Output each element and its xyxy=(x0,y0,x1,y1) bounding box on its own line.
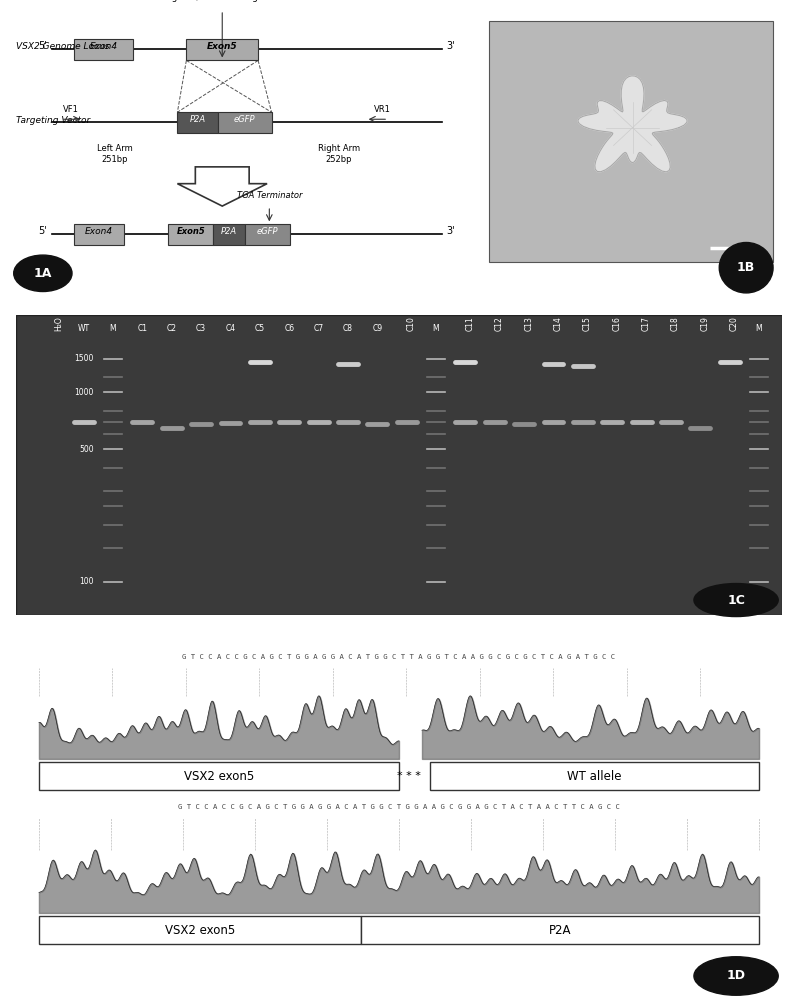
Text: C20: C20 xyxy=(729,316,739,331)
Text: Left Arm
251bp: Left Arm 251bp xyxy=(97,144,132,164)
FancyBboxPatch shape xyxy=(74,224,124,245)
Text: WT allele: WT allele xyxy=(567,770,622,783)
Text: VSX2 exon5: VSX2 exon5 xyxy=(184,770,254,783)
Text: P2A: P2A xyxy=(189,115,206,124)
Text: * * *: * * * xyxy=(397,771,421,781)
Text: C12: C12 xyxy=(495,317,504,331)
Text: C18: C18 xyxy=(671,317,680,331)
FancyBboxPatch shape xyxy=(213,224,245,245)
Text: C10: C10 xyxy=(407,316,416,331)
Text: C11: C11 xyxy=(465,317,474,331)
Text: 100: 100 xyxy=(79,577,94,586)
Text: 3': 3' xyxy=(447,41,455,51)
Text: Exon5: Exon5 xyxy=(176,227,205,236)
Polygon shape xyxy=(578,76,687,172)
Text: eGFP: eGFP xyxy=(234,115,255,124)
Text: P2A: P2A xyxy=(549,924,571,937)
Circle shape xyxy=(14,255,72,292)
Text: P2A: P2A xyxy=(221,227,237,236)
Text: C2: C2 xyxy=(167,324,176,333)
Text: WT: WT xyxy=(77,324,89,333)
Text: C14: C14 xyxy=(554,316,563,331)
Circle shape xyxy=(719,242,773,293)
Text: C19: C19 xyxy=(701,316,709,331)
Text: C7: C7 xyxy=(314,324,324,333)
Text: 1A: 1A xyxy=(34,267,52,280)
Text: VF1: VF1 xyxy=(63,105,79,114)
FancyBboxPatch shape xyxy=(187,39,258,60)
Text: 1500: 1500 xyxy=(74,354,94,363)
Text: 1D: 1D xyxy=(726,969,745,982)
Text: C15: C15 xyxy=(583,316,592,331)
Text: C9: C9 xyxy=(372,324,382,333)
Text: C8: C8 xyxy=(343,324,353,333)
Text: eGFP: eGFP xyxy=(256,227,278,236)
Text: M: M xyxy=(433,324,440,333)
FancyBboxPatch shape xyxy=(361,916,759,944)
Text: sgRNA/Cas9 Cutting Site: sgRNA/Cas9 Cutting Site xyxy=(167,0,278,2)
Text: C13: C13 xyxy=(524,316,533,331)
Text: 5': 5' xyxy=(38,41,47,51)
Text: Right Arm
252bp: Right Arm 252bp xyxy=(318,144,360,164)
Text: C5: C5 xyxy=(255,324,265,333)
Text: TGA Terminator: TGA Terminator xyxy=(236,191,302,200)
Text: VSX2 exon5: VSX2 exon5 xyxy=(164,924,235,937)
Text: C4: C4 xyxy=(225,324,235,333)
Text: C1: C1 xyxy=(137,324,148,333)
FancyBboxPatch shape xyxy=(218,112,271,133)
Text: C6: C6 xyxy=(284,324,294,333)
Text: 1000: 1000 xyxy=(74,388,94,397)
FancyBboxPatch shape xyxy=(489,21,773,262)
Text: 3': 3' xyxy=(447,226,455,236)
Circle shape xyxy=(694,957,778,995)
Text: 1C: 1C xyxy=(727,594,745,607)
Text: M: M xyxy=(756,324,762,333)
FancyBboxPatch shape xyxy=(74,39,132,60)
Text: 5': 5' xyxy=(38,226,47,236)
Text: VSX2 Genome Locus: VSX2 Genome Locus xyxy=(16,42,109,51)
Text: C17: C17 xyxy=(642,316,650,331)
Text: C3: C3 xyxy=(196,324,206,333)
FancyBboxPatch shape xyxy=(16,315,782,615)
Text: 500: 500 xyxy=(79,445,94,454)
Text: H₂O: H₂O xyxy=(54,317,63,331)
Text: C16: C16 xyxy=(612,316,621,331)
Polygon shape xyxy=(177,167,267,206)
Text: M: M xyxy=(109,324,117,333)
Text: 1B: 1B xyxy=(737,261,755,274)
Text: Exon4: Exon4 xyxy=(85,227,113,236)
FancyBboxPatch shape xyxy=(429,762,759,790)
Text: G T C C A C C G C A G C T G G A G G A C A T G G C T G G A A G C G G A G C T A C : G T C C A C C G C A G C T G G A G G A C … xyxy=(178,804,620,810)
Text: G T C C A C C G C A G C T G G A G G A C A T G G C T T A G G T C A A G G C G C G : G T C C A C C G C A G C T G G A G G A C … xyxy=(183,654,615,660)
FancyBboxPatch shape xyxy=(168,224,213,245)
Text: Targeting Vector: Targeting Vector xyxy=(16,116,90,125)
Text: VR1: VR1 xyxy=(373,105,390,114)
FancyBboxPatch shape xyxy=(39,916,361,944)
Circle shape xyxy=(694,584,778,617)
Text: Exon4: Exon4 xyxy=(89,42,117,51)
FancyBboxPatch shape xyxy=(39,762,399,790)
FancyBboxPatch shape xyxy=(177,112,218,133)
FancyBboxPatch shape xyxy=(245,224,290,245)
Text: Exon5: Exon5 xyxy=(207,42,238,51)
